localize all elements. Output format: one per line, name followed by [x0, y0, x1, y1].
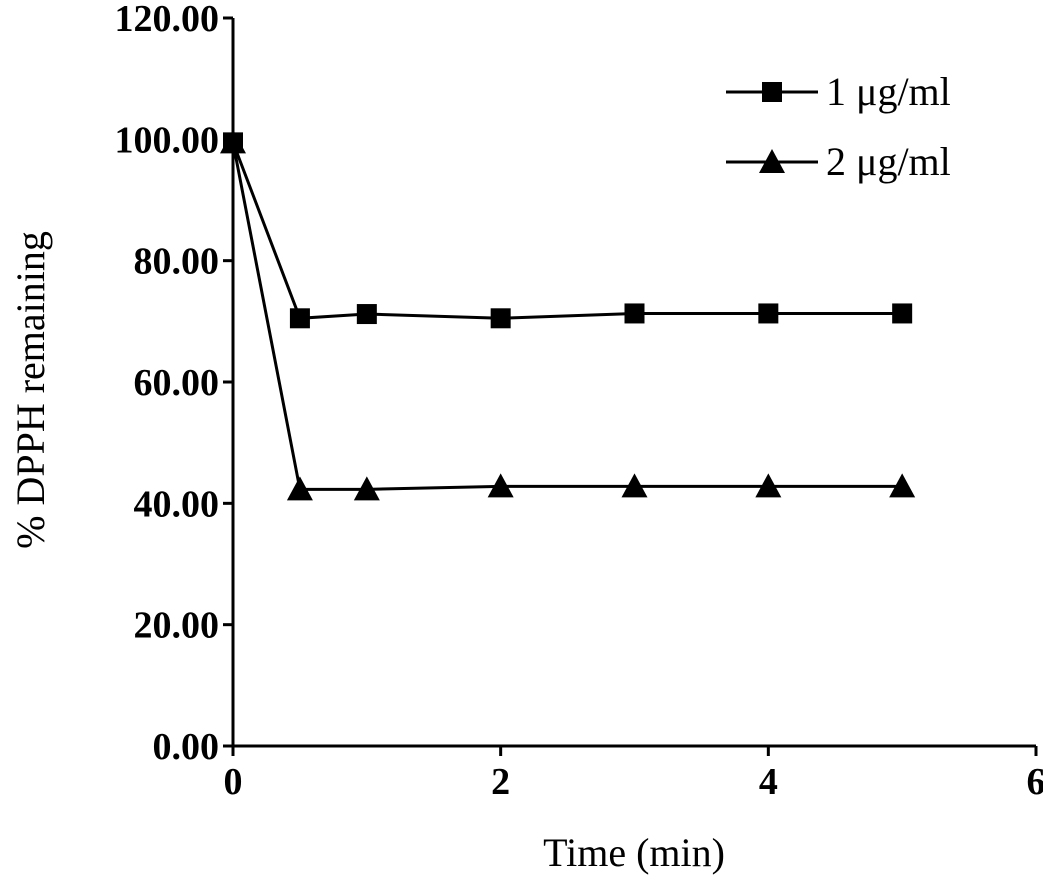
- series-line: [233, 142, 902, 318]
- data-point: [357, 304, 377, 324]
- y-tick-label: 0.00: [153, 726, 220, 768]
- y-tick-label: 20.00: [134, 605, 220, 647]
- legend-label: 2 μg/ml: [826, 139, 951, 184]
- series-layer: [220, 129, 915, 500]
- data-point: [758, 303, 778, 323]
- x-tick-label: 6: [1027, 761, 1043, 803]
- y-tick-label: 60.00: [134, 362, 220, 404]
- x-tick-label: 0: [224, 761, 243, 803]
- axes: 0.00 20.00 40.00 60.00 80.00 100.00 120.00 0 2 4 6: [115, 0, 1043, 803]
- legend-item-1: 1 μg/ml: [726, 69, 951, 114]
- y-tick-label: 40.00: [134, 483, 220, 525]
- x-tick-label: 4: [759, 761, 778, 803]
- legend-marker: [762, 82, 782, 102]
- data-point: [491, 308, 511, 328]
- legend-item-2: 2 μg/ml: [726, 139, 951, 184]
- x-tick-label: 2: [491, 761, 510, 803]
- data-point: [892, 303, 912, 323]
- y-tick-label: 100.00: [115, 119, 220, 161]
- y-tick-label: 80.00: [134, 241, 220, 283]
- y-tick-label: 120.00: [115, 0, 220, 40]
- x-axis-title: Time (min): [543, 830, 725, 875]
- legend-label: 1 μg/ml: [826, 69, 951, 114]
- data-point: [290, 308, 310, 328]
- data-point: [625, 303, 645, 323]
- legend: 1 μg/ml 2 μg/ml: [726, 69, 951, 184]
- y-axis-title: % DPPH remaining: [8, 231, 53, 549]
